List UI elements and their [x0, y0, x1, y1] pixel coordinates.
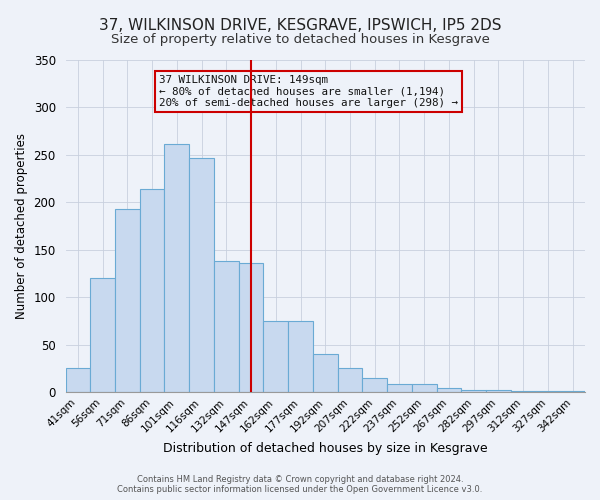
Bar — [115, 209, 140, 392]
Bar — [263, 321, 288, 392]
Bar — [362, 378, 387, 392]
Bar — [511, 391, 536, 392]
Text: Contains HM Land Registry data © Crown copyright and database right 2024.
Contai: Contains HM Land Registry data © Crown c… — [118, 474, 482, 494]
Bar — [536, 391, 560, 392]
Bar — [387, 384, 412, 392]
Text: Size of property relative to detached houses in Kesgrave: Size of property relative to detached ho… — [110, 32, 490, 46]
Bar — [189, 158, 214, 392]
Bar — [214, 261, 239, 392]
Text: 37, WILKINSON DRIVE, KESGRAVE, IPSWICH, IP5 2DS: 37, WILKINSON DRIVE, KESGRAVE, IPSWICH, … — [99, 18, 501, 32]
Bar — [313, 354, 338, 392]
Bar — [338, 368, 362, 392]
Bar — [437, 388, 461, 392]
Bar — [164, 144, 189, 392]
Bar — [239, 263, 263, 392]
Bar — [412, 384, 437, 392]
Bar — [461, 390, 486, 392]
Bar — [486, 390, 511, 392]
Bar — [65, 368, 90, 392]
Bar — [560, 391, 585, 392]
X-axis label: Distribution of detached houses by size in Kesgrave: Distribution of detached houses by size … — [163, 442, 488, 455]
Bar — [90, 278, 115, 392]
Y-axis label: Number of detached properties: Number of detached properties — [15, 133, 28, 319]
Text: 37 WILKINSON DRIVE: 149sqm
← 80% of detached houses are smaller (1,194)
20% of s: 37 WILKINSON DRIVE: 149sqm ← 80% of deta… — [159, 75, 458, 108]
Bar — [288, 321, 313, 392]
Bar — [140, 189, 164, 392]
